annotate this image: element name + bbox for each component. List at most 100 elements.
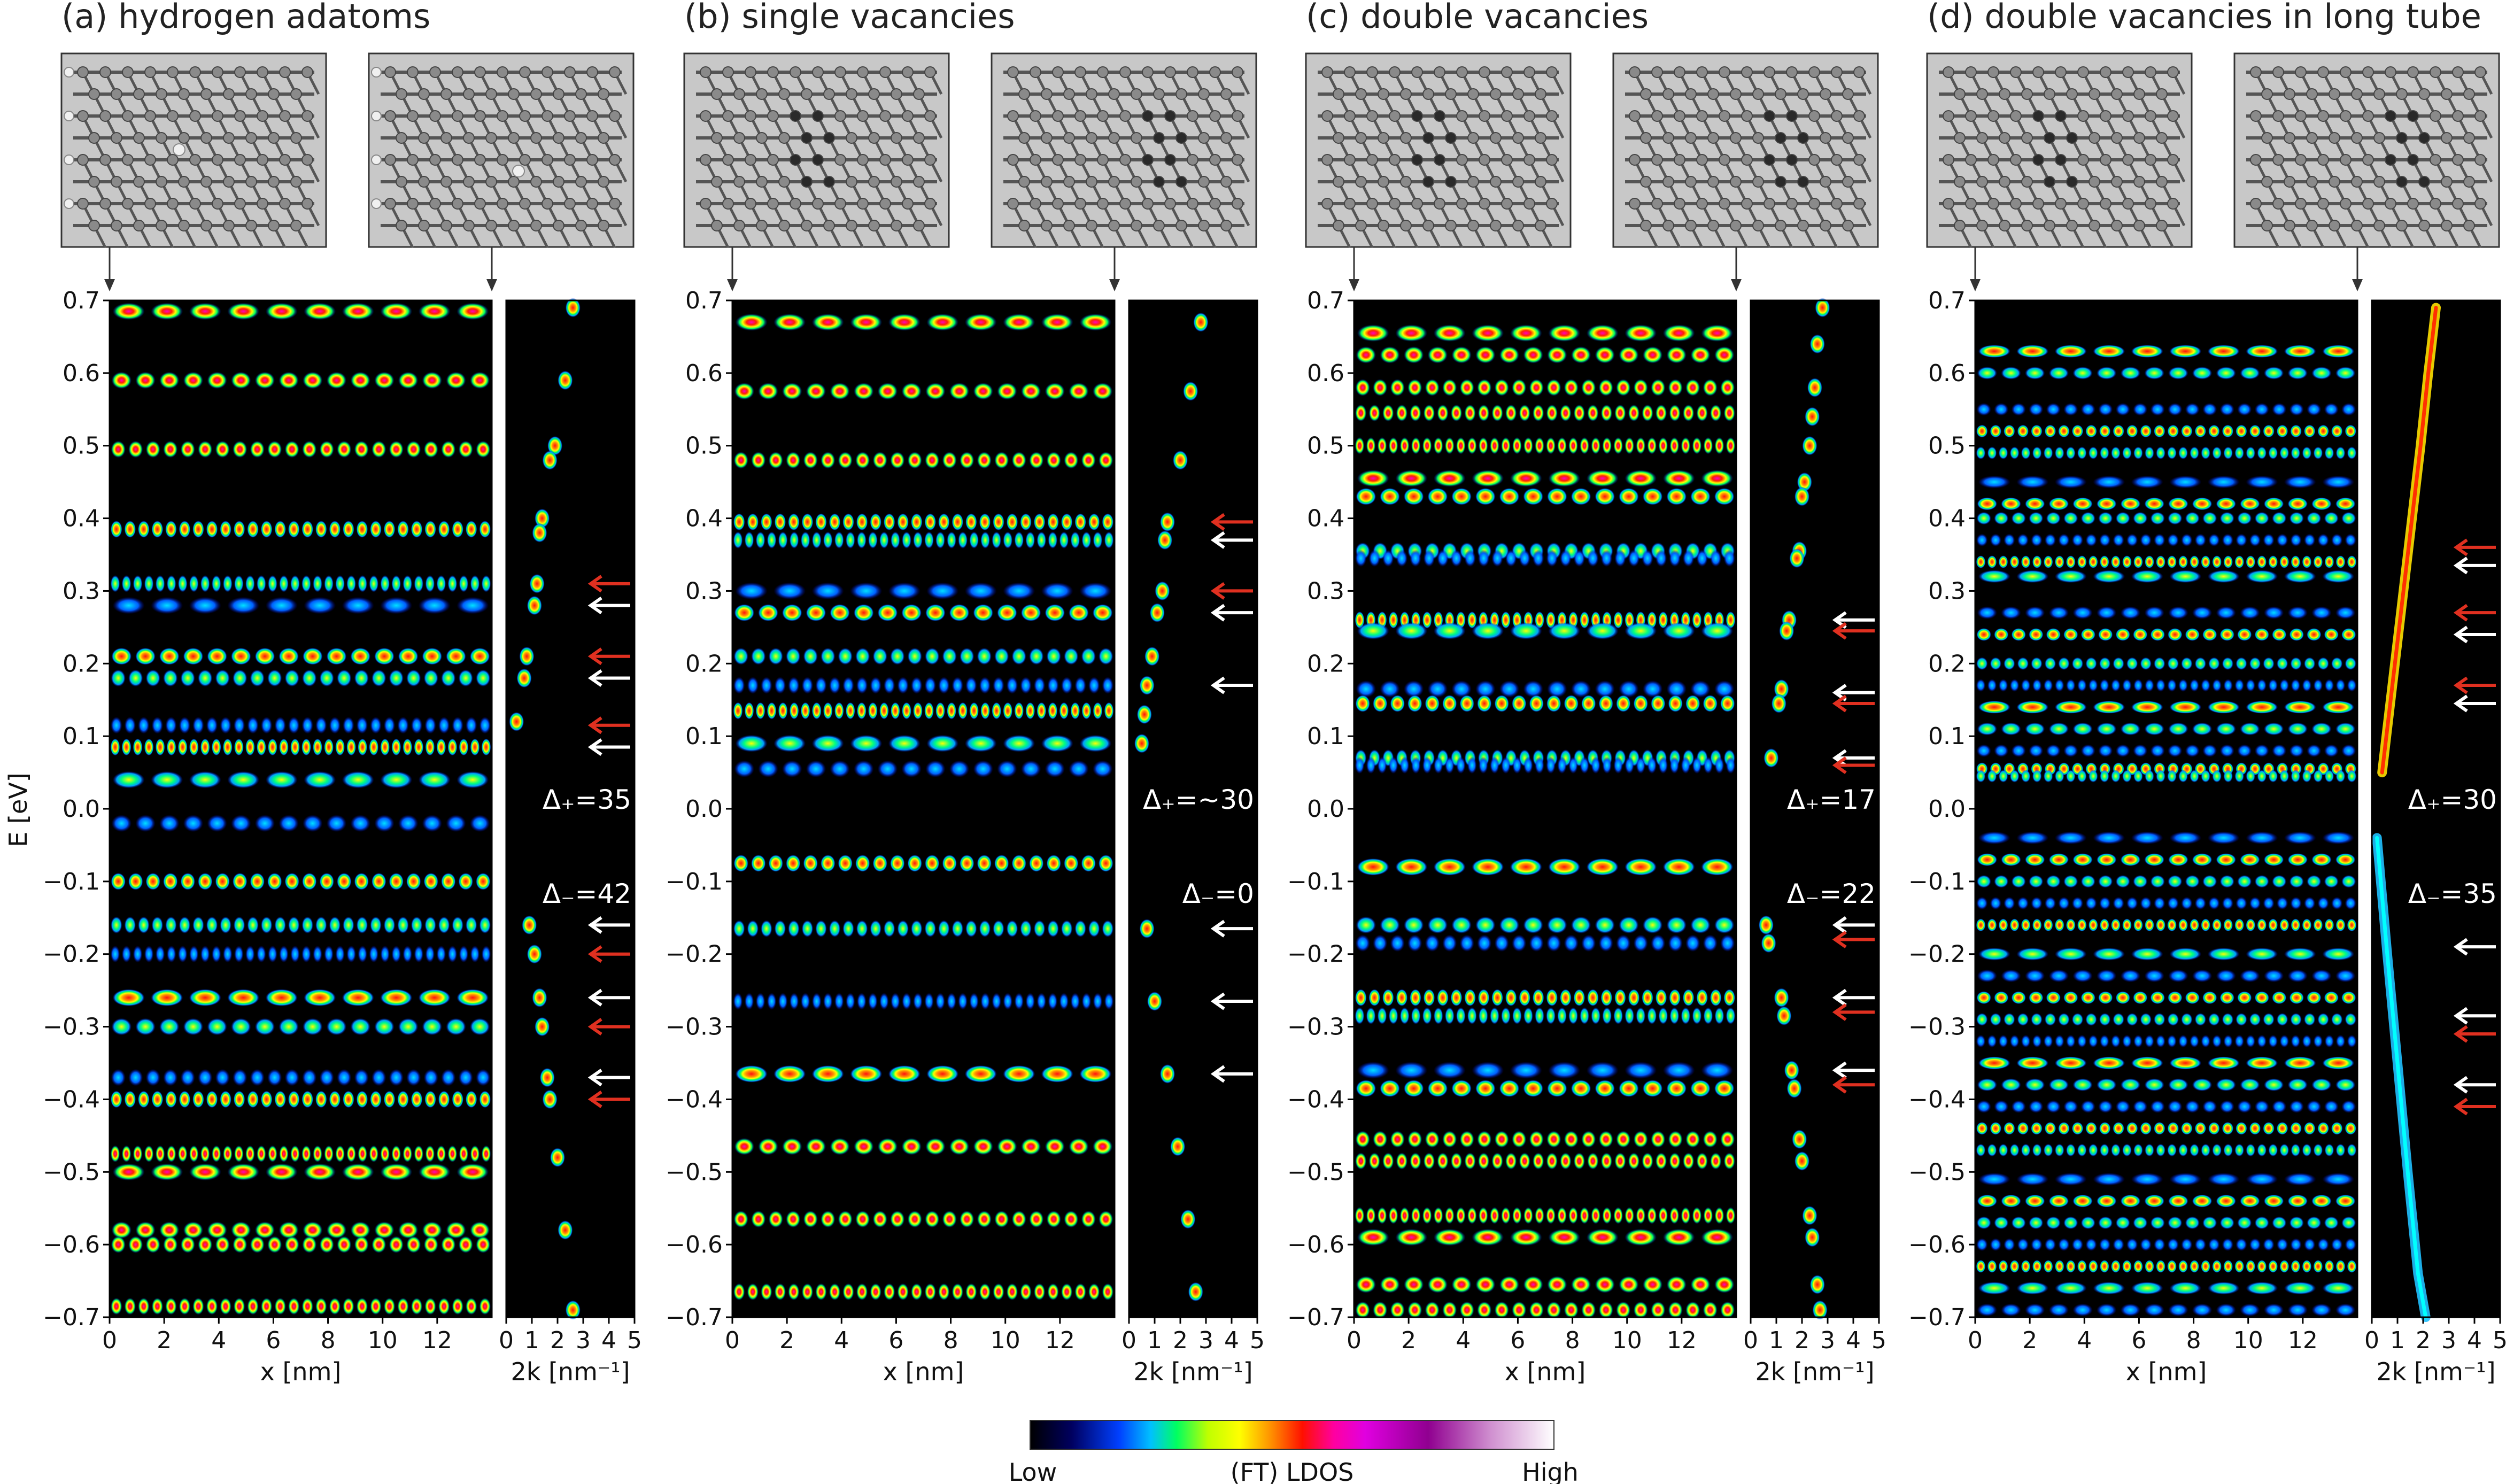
ldos-peak	[1685, 934, 1700, 952]
tube-atom	[1456, 66, 1468, 78]
ldos-peak	[1571, 488, 1591, 505]
ldos-peak	[179, 1297, 191, 1315]
ldos-peak	[215, 872, 230, 890]
ldos-peak	[854, 760, 874, 778]
ldos-peak	[481, 945, 491, 963]
ldos-peak	[155, 945, 165, 963]
tube-atom	[722, 66, 734, 78]
y-tick-label: −0.6	[666, 1231, 723, 1258]
ldos-peak	[938, 677, 950, 694]
ldos-peak	[1433, 756, 1443, 774]
tube-structure-b-2	[991, 52, 1257, 291]
ldos-peak	[2004, 1012, 2015, 1026]
ldos-peak	[734, 1138, 755, 1155]
gap-arrowhead-red	[587, 716, 602, 735]
ldos-peak	[2029, 991, 2044, 1004]
ldos-peak	[1714, 346, 1735, 364]
ldos-peak	[254, 1221, 275, 1239]
tube-atom	[857, 198, 869, 210]
ldos-peak	[166, 1145, 176, 1163]
tube-atom	[745, 154, 756, 166]
tube-atom	[2044, 88, 2055, 100]
ldos-peak	[1669, 1152, 1681, 1170]
ldos-peak	[902, 702, 911, 720]
ldos-peak	[2257, 769, 2267, 783]
tube-atom	[1965, 198, 1977, 210]
ldos-peak	[2181, 1238, 2193, 1251]
ldos-peak	[247, 916, 259, 934]
ldos-peak	[1636, 756, 1646, 774]
tube-atom	[1662, 88, 1674, 100]
ldos-peak	[2201, 1259, 2210, 1273]
ldos-peak	[1472, 1228, 1504, 1246]
ldos-peak	[2156, 1259, 2165, 1273]
tube-atom	[122, 198, 134, 210]
ldos-peak	[911, 920, 923, 938]
ldos-peak	[335, 1145, 345, 1163]
ldos-peak	[891, 702, 900, 720]
ldos-peak	[391, 1145, 401, 1163]
ldos-peak	[1510, 469, 1542, 487]
ldos-peak	[883, 1283, 895, 1301]
y-tick-label: −0.3	[666, 1014, 723, 1041]
ldos-peak	[965, 1283, 977, 1301]
ldos-peak	[1048, 702, 1058, 720]
ldos-peak	[1059, 702, 1069, 720]
ldos-peak	[1505, 989, 1517, 1007]
tube-atom	[1086, 88, 1097, 100]
tube-atom	[2329, 132, 2340, 144]
ldos-peak	[356, 520, 368, 538]
ldos-peak	[2279, 679, 2290, 692]
fourier-peak	[1149, 603, 1165, 623]
ldos-peak	[2324, 403, 2339, 416]
tube-atom	[463, 176, 475, 188]
fourier-dispersion-core	[2375, 836, 2428, 1319]
y-tick-label: 0.2	[63, 650, 100, 677]
ldos-peak	[1451, 680, 1472, 698]
tube-atom	[846, 88, 857, 100]
tube-atom	[745, 66, 756, 78]
ldos-peak	[469, 1018, 490, 1035]
ldos-peak	[1388, 1007, 1398, 1025]
ldos-peak	[326, 647, 347, 665]
ldos-peak	[2236, 424, 2247, 438]
ldos-peak	[2192, 853, 2213, 867]
ldos-peak	[1616, 379, 1631, 397]
gap-plus-label: Δ₊=17	[1787, 784, 1876, 815]
ldos-peak	[2131, 1172, 2163, 1186]
ldos-peak	[138, 916, 150, 934]
ldos-peak	[279, 1018, 299, 1035]
ldos-peak	[2331, 1012, 2343, 1026]
ldos-peak	[452, 916, 463, 934]
tube-atom	[1175, 176, 1187, 188]
y-tick-label: −0.5	[1287, 1158, 1344, 1186]
ldos-peak	[2249, 1122, 2261, 1135]
ldos-peak	[2120, 1078, 2141, 1092]
ldos-peak	[245, 1145, 255, 1163]
ldos-peak	[2169, 570, 2202, 583]
tube-atom	[1965, 66, 1977, 78]
ldos-peak	[2144, 853, 2164, 867]
ldos-peak	[1427, 1276, 1448, 1293]
ldos-peak	[2099, 896, 2111, 910]
ldos-peak	[1714, 680, 1735, 698]
tube-atom	[790, 198, 801, 210]
y-tick-label: 0.6	[1307, 360, 1344, 387]
ldos-peak	[888, 313, 921, 331]
ldos-peak	[425, 738, 435, 756]
tube-atom	[2122, 198, 2134, 210]
ldos-peak	[1546, 550, 1558, 567]
tube-atom	[245, 132, 257, 144]
ldos-peak	[2324, 918, 2334, 932]
hydrogen-adatom	[512, 165, 525, 177]
ldos-peak	[111, 372, 132, 389]
panel-c: (c) double vacanciesΔ₊=17Δ₋=220.70.60.50…	[1287, 0, 1886, 1386]
ldos-peak	[1088, 1283, 1100, 1301]
tube-atom	[1707, 176, 1719, 188]
ldos-peak	[301, 1091, 313, 1108]
y-tick-label: 0.1	[685, 723, 723, 750]
ldos-peak	[952, 677, 964, 694]
ldos-peak	[1020, 382, 1041, 400]
ldos-peak	[758, 760, 778, 778]
ldos-peak	[2190, 1259, 2199, 1273]
